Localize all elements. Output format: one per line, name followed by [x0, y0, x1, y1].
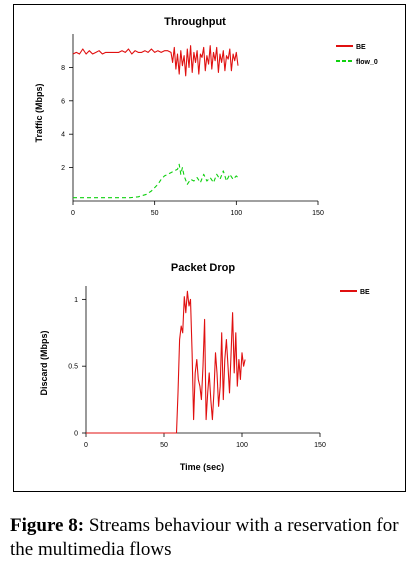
x-tick-label: 0 — [84, 442, 88, 449]
chart-series — [86, 290, 246, 434]
x-tick-label: 50 — [160, 442, 168, 449]
figure-caption: Figure 8: Streams behaviour with a reser… — [10, 514, 408, 562]
chart-legend: BE flow_0 — [336, 44, 378, 66]
y-tick-label: 8 — [61, 65, 65, 72]
chart-title: Throughput — [164, 16, 226, 28]
throughput-chart: Throughput Traffic (Mbps) 0 50 100 1502468 … — [34, 16, 378, 217]
y-axis-label: Traffic (Mbps) — [34, 83, 44, 142]
caption-text: Streams behaviour with a reservation for… — [10, 515, 399, 560]
y-axis-label: Discard (Mbps) — [39, 330, 49, 395]
y-tick-label: 4 — [61, 132, 65, 139]
series-line-be — [86, 290, 246, 434]
x-tick-label: 0 — [71, 210, 75, 217]
y-tick-label: 6 — [61, 98, 65, 105]
y-tick-label: 0 — [74, 431, 78, 438]
packet-drop-chart: Packet Drop Discard (Mbps) Time (sec) 0 5… — [39, 262, 370, 472]
caption-label: Figure 8: — [10, 515, 85, 536]
chart-ticks: 0 50 100 150 0 0.5 1 — [68, 297, 326, 449]
legend-label: BE — [360, 289, 370, 296]
x-tick-label: 150 — [314, 442, 326, 449]
x-axis-label: Time (sec) — [180, 462, 224, 472]
x-tick-label: 100 — [230, 210, 242, 217]
y-tick-label: 2 — [61, 165, 65, 172]
chart-legend: BE — [340, 289, 370, 296]
series-line-flow-0 — [73, 163, 239, 199]
y-tick-label: 0.5 — [68, 364, 78, 371]
series-line-be — [72, 45, 239, 77]
figure-frame — [13, 4, 406, 492]
x-tick-label: 50 — [151, 210, 159, 217]
chart-series — [72, 45, 239, 199]
x-tick-label: 150 — [312, 210, 324, 217]
x-tick-label: 100 — [236, 442, 248, 449]
legend-label: BE — [356, 44, 366, 51]
chart-axes — [72, 34, 318, 202]
chart-title: Packet Drop — [171, 262, 235, 274]
y-tick-label: 1 — [74, 297, 78, 304]
legend-label: flow_0 — [356, 59, 378, 66]
chart-ticks: 0 50 100 150 2 4 6 8 — [61, 65, 324, 217]
